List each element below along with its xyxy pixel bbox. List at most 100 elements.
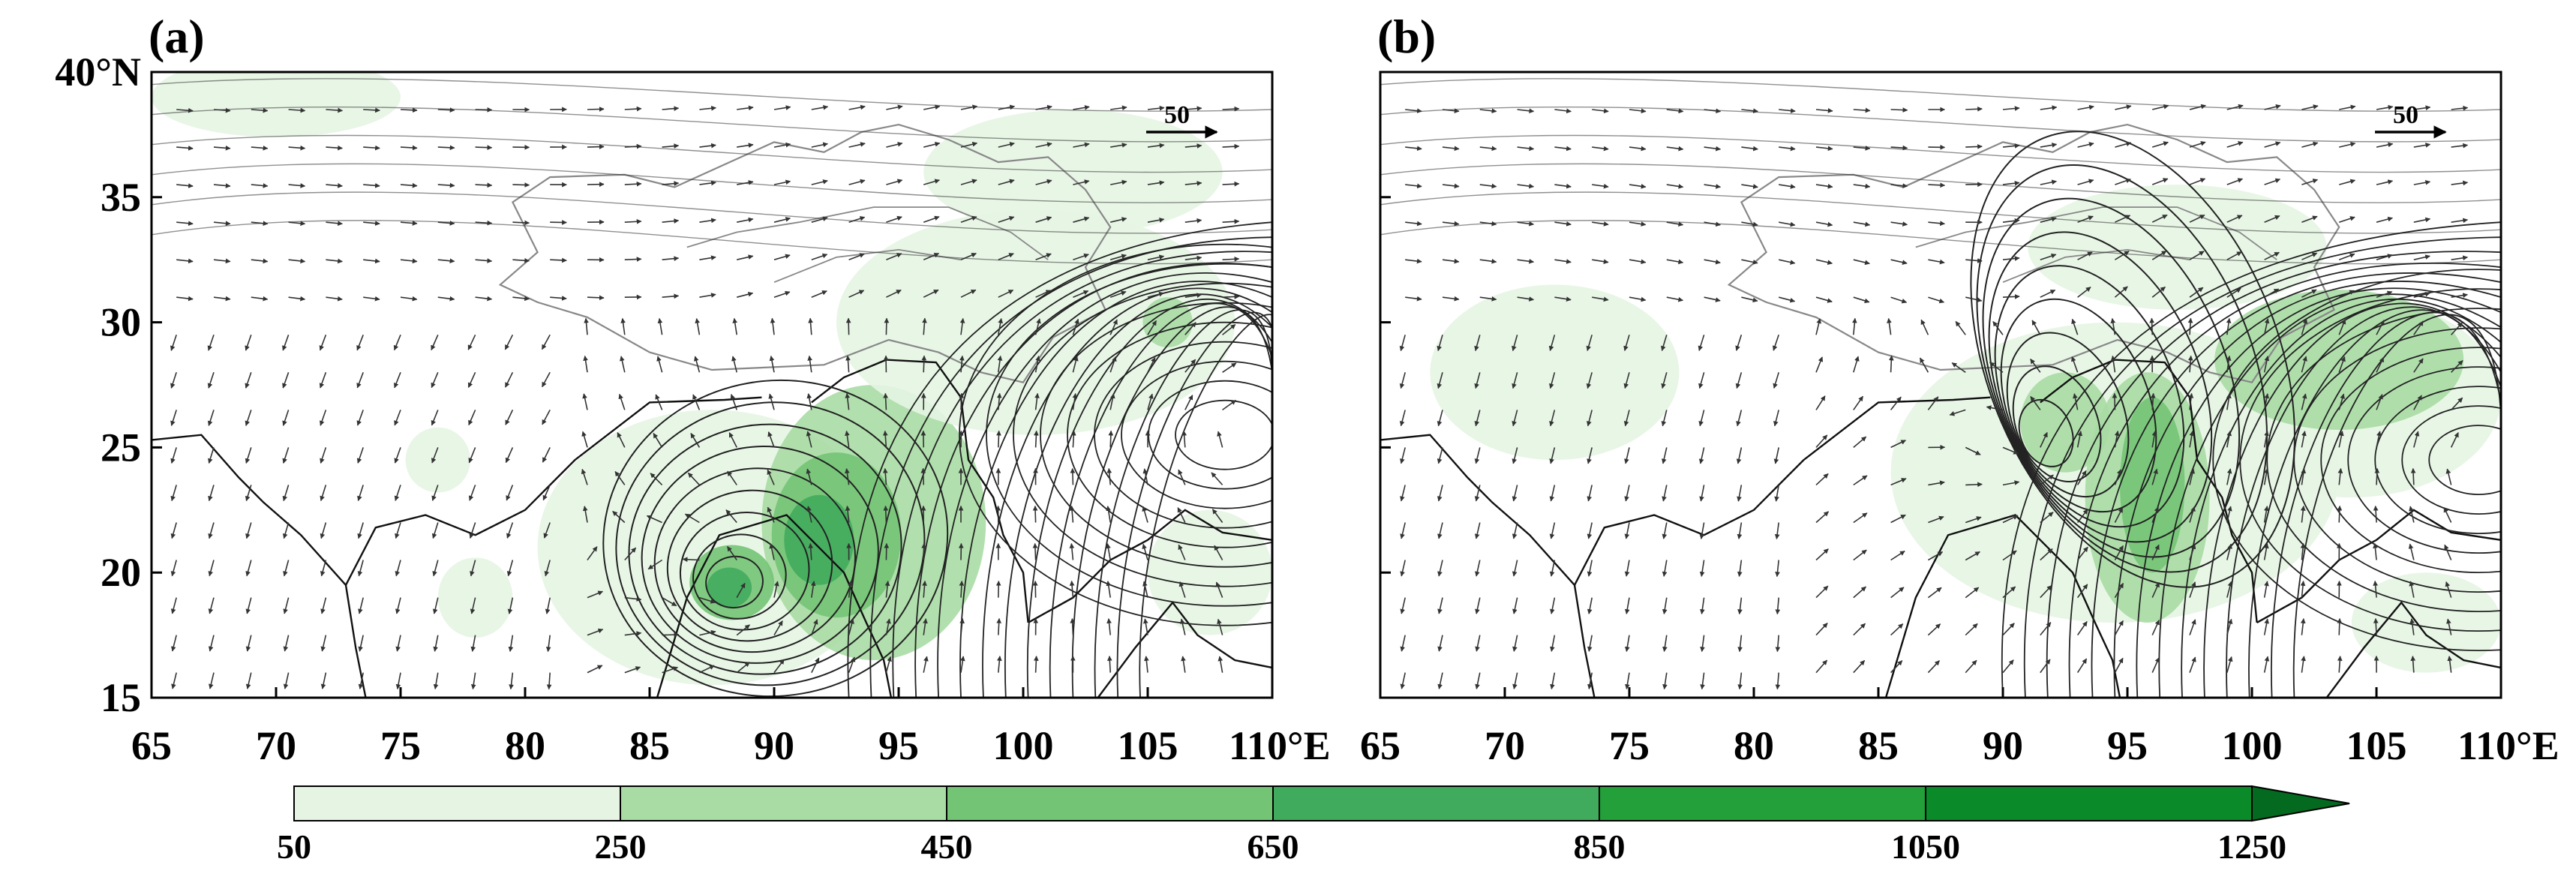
monsoon-streamline-5 — [2113, 281, 2501, 698]
wind-vector-415 — [2339, 104, 2356, 110]
wind-vector-295 — [2073, 393, 2079, 410]
wind-vector-281 — [2031, 320, 2041, 335]
colorbar-segment-1 — [620, 785, 947, 821]
wind-vector-452 — [1211, 509, 1223, 523]
wind-vector-409 — [2338, 319, 2346, 335]
wind-vector-161 — [545, 635, 551, 653]
colorbar-segment-0 — [293, 785, 621, 821]
wind-vector-435 — [2408, 543, 2415, 560]
wind-vector-138 — [475, 296, 493, 302]
wind-vector-418 — [2373, 580, 2378, 598]
wind-vector-341 — [2189, 468, 2195, 485]
wind-vector-231 — [1927, 396, 1939, 410]
wind-vector-23 — [1437, 410, 1443, 427]
wind-vector-19 — [208, 560, 215, 577]
wind-vector-378 — [1035, 290, 1052, 298]
wind-vector-114 — [432, 597, 439, 614]
wind-vector-82 — [358, 597, 364, 614]
x-tick-label: 100 — [2222, 723, 2283, 768]
wind-vector-428 — [1147, 217, 1165, 223]
moisture-area-8 — [1142, 297, 1193, 347]
wind-vector-244 — [1965, 516, 1982, 524]
wind-vector-258 — [2002, 586, 2016, 599]
wind-vector-437 — [2410, 467, 2416, 485]
wind-vector-125 — [1666, 184, 1684, 189]
wind-vector-220 — [662, 218, 680, 224]
monsoon-streamline-7 — [1004, 293, 1272, 698]
wind-vector-426 — [2376, 290, 2393, 298]
wind-vector-235 — [1928, 259, 1945, 265]
wind-vector-33 — [1475, 635, 1481, 652]
wind-vector-218 — [1890, 296, 1908, 304]
wind-vector-364 — [998, 215, 1015, 223]
wind-vector-35 — [245, 560, 252, 577]
wind-vector-197 — [1853, 475, 1868, 486]
wind-vector-297 — [845, 317, 851, 335]
wind-vector-323 — [921, 542, 926, 560]
wind-vector-390 — [2301, 431, 2307, 448]
colorbar-segment-5 — [1925, 785, 2253, 821]
wind-vector-151 — [505, 410, 514, 425]
wind-vector-128 — [470, 672, 476, 690]
wind-vector-232 — [1919, 357, 1929, 373]
anticyclone-streamline-3 — [2374, 386, 2501, 534]
wind-vector-282 — [811, 290, 827, 298]
wind-vector-191 — [1815, 108, 1833, 113]
wind-vector-240 — [736, 662, 750, 674]
wind-vector-110 — [400, 145, 418, 151]
wind-vector-27 — [1442, 258, 1460, 264]
wind-vector-60 — [288, 221, 306, 227]
wind-vector-36 — [1474, 522, 1481, 539]
wind-vector-233 — [695, 317, 701, 335]
wind-vector-307 — [884, 542, 890, 560]
wind-vector-50 — [1512, 597, 1518, 614]
wind-vector-52 — [1512, 522, 1518, 539]
wind-vector-26 — [1442, 296, 1460, 302]
wind-vector-335 — [923, 104, 941, 110]
wind-vector-109 — [400, 182, 418, 188]
wind-vector-398 — [2301, 141, 2319, 148]
wind-vector-447 — [2413, 105, 2431, 111]
wind-vector-388 — [2300, 505, 2306, 523]
wind-vector-397 — [2301, 179, 2319, 185]
wind-vector-82 — [1587, 597, 1593, 614]
wind-vector-191 — [587, 107, 605, 112]
wind-vector-20 — [1437, 522, 1443, 539]
wind-vector-49 — [1512, 635, 1518, 652]
wind-vector-219 — [1890, 259, 1908, 265]
wind-vector-85 — [357, 485, 364, 502]
wind-vector-315 — [886, 253, 902, 260]
wind-vector-83 — [357, 560, 364, 577]
wind-vector-425 — [1147, 320, 1157, 335]
wind-vector-462 — [1222, 143, 1240, 149]
y-tick-label: 25 — [101, 425, 141, 470]
wind-vector-194 — [1853, 586, 1866, 599]
wind-vector-21 — [1437, 485, 1443, 502]
wind-vector-132 — [1699, 522, 1705, 539]
wind-vector-236 — [1928, 221, 1945, 227]
wind-vector-412 — [1110, 217, 1127, 223]
wind-vector-206 — [624, 143, 642, 149]
wind-vector-315 — [2114, 251, 2130, 260]
wind-vector-64 — [320, 672, 327, 689]
wind-vector-422 — [2376, 431, 2382, 448]
wind-vector-292 — [2076, 509, 2088, 523]
wind-vector-14 — [1405, 146, 1422, 152]
wind-vector-83 — [1587, 560, 1593, 577]
wind-vector-34 — [245, 597, 252, 614]
wind-vector-414 — [2339, 142, 2356, 148]
wind-vector-76 — [326, 221, 343, 227]
wind-vector-200 — [1853, 356, 1860, 373]
province-line-1 — [773, 248, 962, 284]
wind-vector-94 — [363, 145, 380, 151]
wind-vector-394 — [2301, 289, 2317, 298]
wind-vector-88 — [1586, 372, 1593, 389]
wind-vector-400 — [1106, 656, 1112, 673]
wind-vector-74 — [1554, 296, 1572, 302]
wind-vector-288 — [2076, 658, 2088, 674]
wind-vector-48 — [283, 672, 290, 689]
wind-vector-257 — [773, 620, 783, 636]
wind-vector-282 — [2040, 289, 2056, 298]
y-tick-label: 40°N — [55, 50, 141, 95]
wind-vector-408 — [1109, 356, 1117, 373]
